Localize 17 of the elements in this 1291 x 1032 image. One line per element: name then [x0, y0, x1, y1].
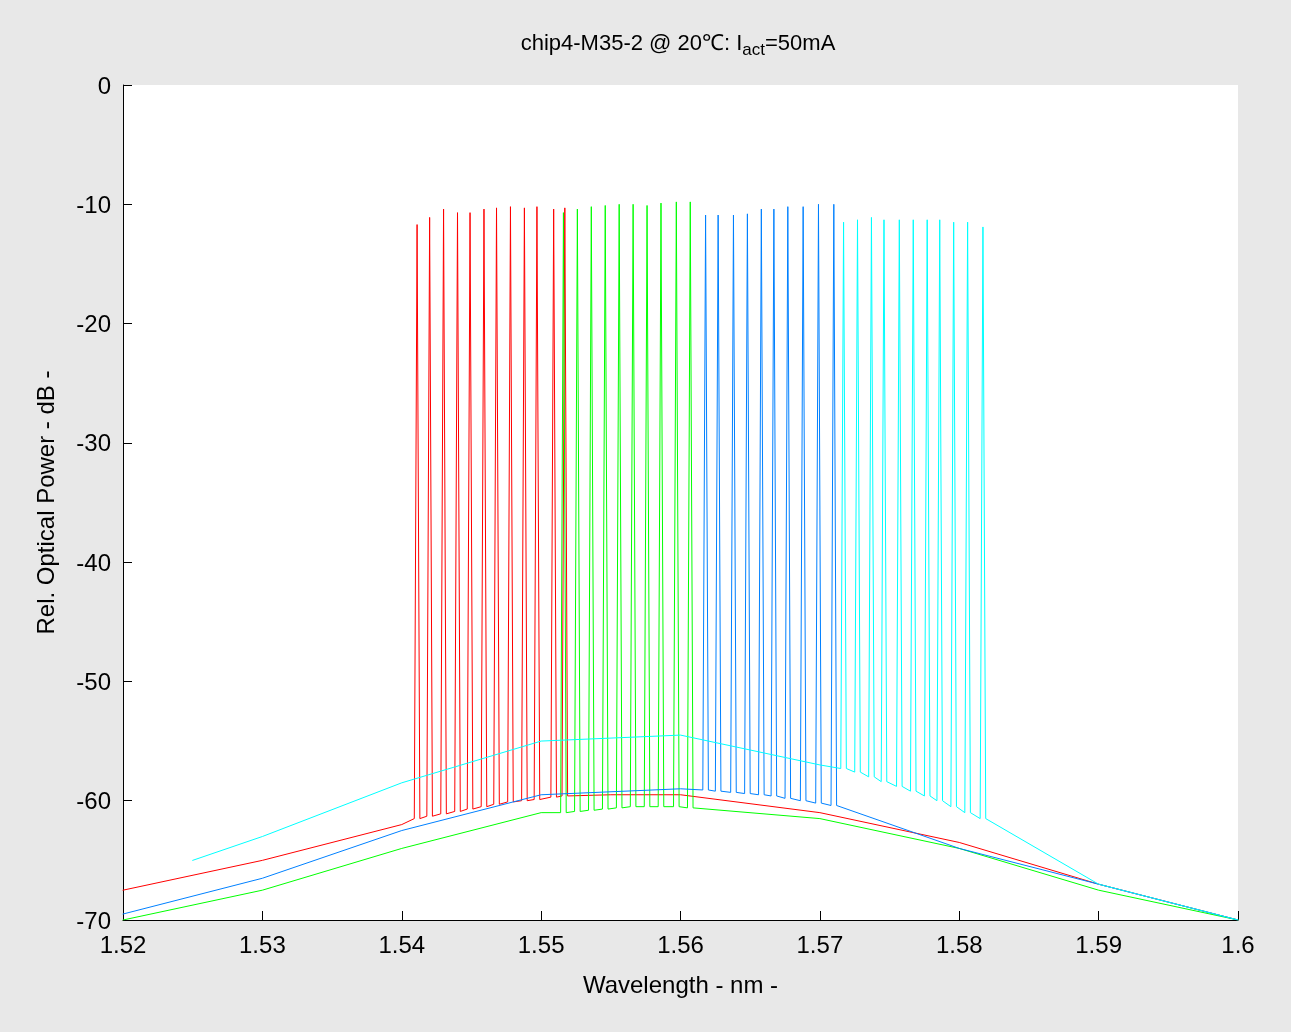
x-tick-label: 1.55	[517, 930, 565, 958]
y-tick-label: 0	[97, 71, 111, 99]
x-tick-label: 1.53	[239, 930, 286, 958]
x-tick-label: 1.58	[935, 930, 983, 958]
y-tick-label: -30	[76, 429, 111, 457]
y-tick-label: -10	[76, 190, 111, 218]
y-tick-label: -50	[76, 667, 111, 695]
x-tick-label: 1.59	[1075, 930, 1122, 958]
x-tick-label: 1.6	[1221, 930, 1255, 958]
x-axis-title: Wavelength - nm -	[582, 970, 779, 998]
y-tick-label: -20	[76, 310, 111, 338]
y-axis-title: Rel. Optical Power - dB -	[31, 370, 59, 635]
y-tick-label: -40	[76, 548, 111, 576]
x-tick-label: 1.57	[796, 930, 844, 958]
x-tick-label: 1.54	[378, 930, 426, 958]
x-tick-label: 1.56	[657, 930, 704, 958]
y-tick-label: -60	[76, 787, 111, 815]
